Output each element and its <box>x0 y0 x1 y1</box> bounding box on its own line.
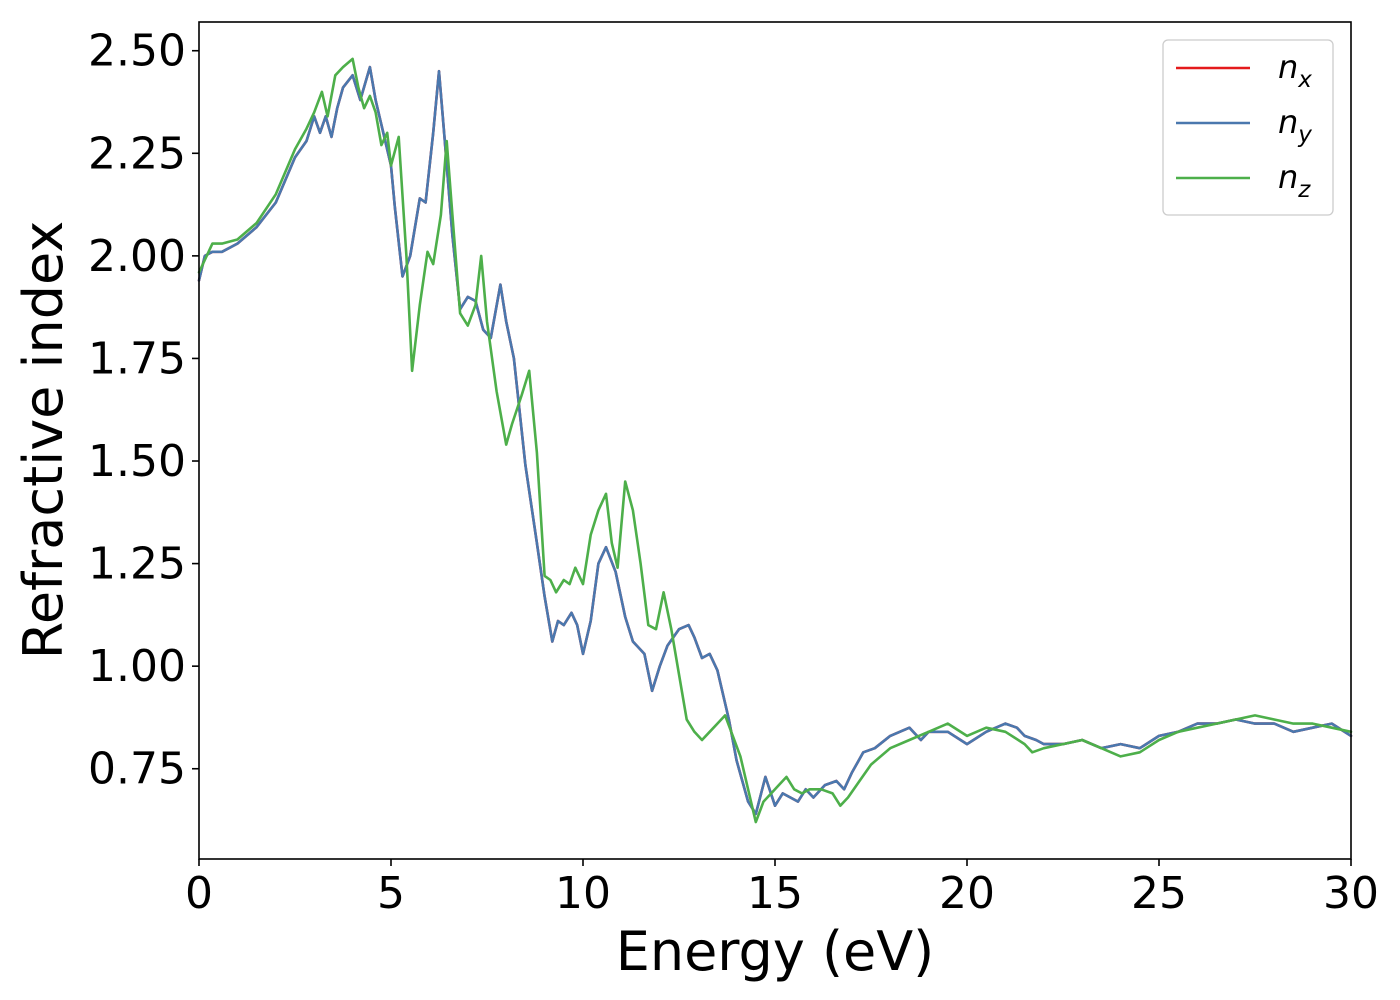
legend-label: ny <box>1278 103 1312 148</box>
y-axis-label: Refractive index <box>12 221 75 660</box>
x-axis-label: Energy (eV) <box>616 920 935 983</box>
legend-box <box>1162 39 1334 216</box>
x-tick-label: 30 <box>1323 868 1379 919</box>
plot-lines <box>197 57 1353 824</box>
x-tick-label: 0 <box>185 868 213 919</box>
x-axis-ticks: 0 5 10 15 20 25 30 <box>185 859 1379 919</box>
y-tick-label: 1.00 <box>88 641 186 692</box>
series-line-n-y <box>197 65 1353 816</box>
y-tick-label: 1.25 <box>88 539 186 590</box>
x-tick-label: 20 <box>939 868 995 919</box>
legend-label: nz <box>1278 158 1311 203</box>
x-tick-label: 5 <box>377 868 405 919</box>
x-tick-label: 10 <box>555 868 611 919</box>
series-line-n-z <box>197 57 1353 824</box>
y-tick-label: 0.75 <box>88 744 186 795</box>
x-tick-label: 15 <box>747 868 803 919</box>
y-tick-label: 2.00 <box>88 231 186 282</box>
y-tick-label: 2.25 <box>88 128 186 179</box>
legend-label: nx <box>1278 48 1312 93</box>
y-tick-label: 1.50 <box>88 436 186 487</box>
y-axis-ticks: 0.75 1.00 1.25 1.50 1.75 2.00 2.25 2.50 <box>88 26 199 795</box>
y-tick-label: 1.75 <box>88 333 186 384</box>
legend: nx ny nz <box>1162 39 1334 216</box>
x-tick-label: 25 <box>1131 868 1187 919</box>
y-tick-label: 2.50 <box>88 26 186 77</box>
